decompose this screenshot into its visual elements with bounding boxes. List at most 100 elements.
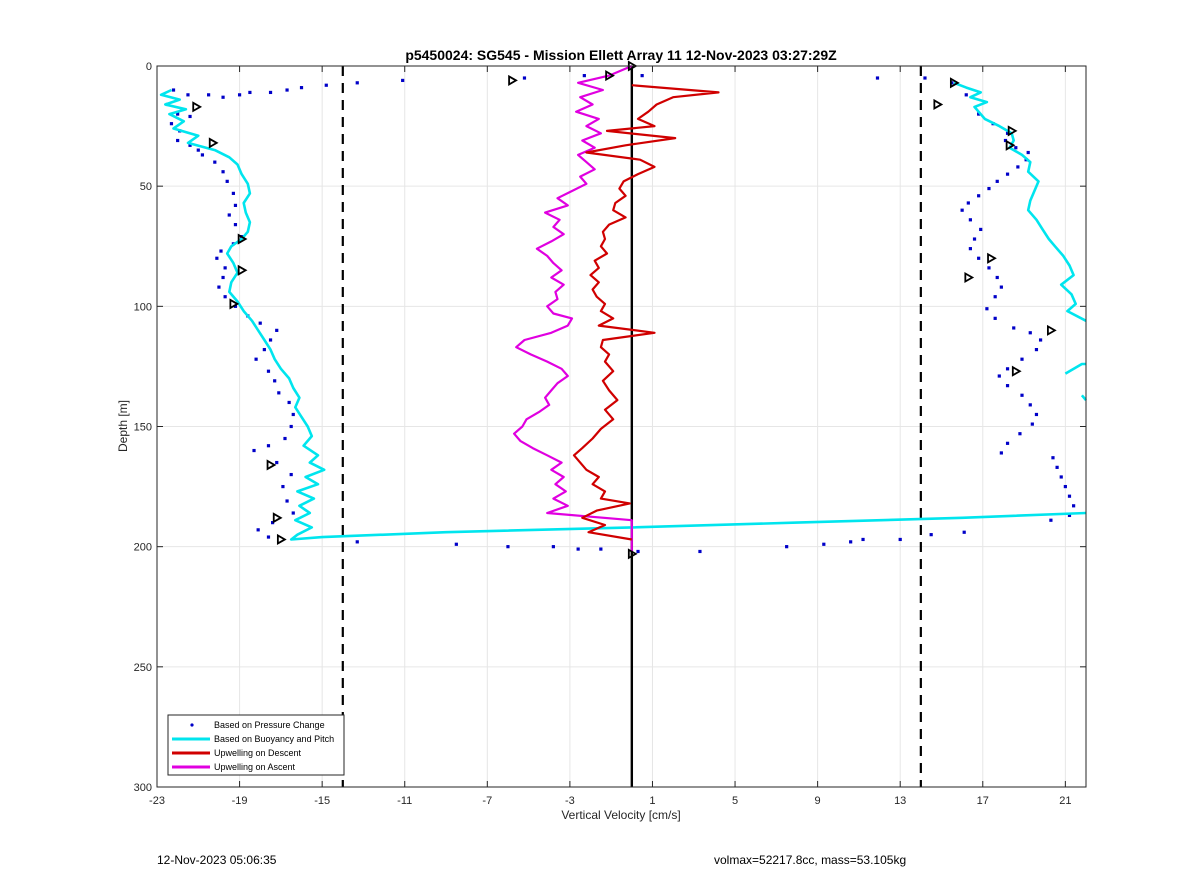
pressure-change-point	[1067, 513, 1072, 518]
x-tick-label: 9	[815, 795, 821, 807]
legend-label-ascent: Upwelling on Ascent	[214, 762, 296, 772]
x-tick-label: 17	[977, 795, 989, 807]
pressure-change-point	[1049, 518, 1053, 522]
triangle-marker	[192, 101, 203, 113]
pressure-change-point	[254, 357, 258, 361]
pressure-change-point	[1028, 331, 1032, 335]
pressure-change-point	[1005, 172, 1010, 176]
legend-item-buoyancy: Based on Buoyancy and Pitch	[172, 734, 334, 744]
upwelling-descent-line	[572, 84, 720, 541]
x-tick-label: 21	[1059, 795, 1071, 807]
triangle-marker	[987, 252, 997, 264]
triangle-marker	[627, 548, 638, 560]
pressure-change-point	[231, 191, 235, 195]
buoyancy-pitch-line	[1080, 394, 1087, 401]
pressure-change-point	[213, 160, 217, 164]
pressure-change-point	[987, 186, 991, 191]
pressure-change-point	[1034, 347, 1039, 352]
pressure-change-point	[1012, 326, 1016, 330]
pressure-change-point	[962, 530, 966, 534]
pressure-change-point	[268, 90, 273, 95]
pressure-change-point	[252, 448, 256, 453]
pressure-change-point	[999, 451, 1003, 455]
pressure-change-point	[221, 275, 225, 280]
upwelling-ascent-line	[512, 64, 633, 552]
pressure-change-point	[355, 540, 359, 544]
legend-item-descent: Upwelling on Descent	[172, 748, 302, 758]
pressure-change-point	[237, 93, 242, 97]
pressure-change-point	[1020, 393, 1024, 397]
pressure-change-point	[551, 545, 555, 549]
pressure-change-point	[997, 374, 1001, 378]
pressure-change-point	[993, 295, 997, 299]
pressure-change-point	[1014, 146, 1018, 150]
buoyancy-pitch-line	[953, 81, 1087, 322]
pressure-change-point	[324, 83, 328, 87]
triangle-marker	[964, 271, 975, 284]
pressure-change-point	[215, 256, 219, 260]
triangle-marker	[237, 264, 248, 276]
pressure-change-point	[929, 533, 933, 537]
pressure-change-point	[281, 484, 285, 489]
pressure-change-point	[1072, 504, 1076, 508]
pressure-change-point	[987, 266, 991, 270]
legend-label-descent: Upwelling on Descent	[214, 748, 302, 758]
x-tick-label: -3	[565, 795, 575, 807]
pressure-change-point	[979, 227, 983, 232]
pressure-change-point	[233, 203, 238, 207]
pressure-change-point	[169, 122, 174, 126]
pressure-change-point	[522, 76, 527, 80]
pressure-change-point	[266, 535, 271, 539]
legend-box	[167, 714, 345, 776]
triangle-marker	[272, 512, 283, 524]
pressure-change-point	[1059, 475, 1063, 479]
pressure-change-point	[1026, 150, 1030, 155]
pressure-change-point	[582, 74, 586, 78]
pressure-change-point	[291, 412, 295, 417]
pressure-change-point	[977, 112, 981, 116]
pressure-change-point	[171, 88, 176, 92]
triangle-marker	[208, 137, 219, 149]
y-tick-label: 0	[146, 61, 152, 73]
pressure-change-point	[964, 93, 968, 97]
pressure-change-point	[221, 170, 225, 174]
pressure-change-point	[273, 379, 277, 383]
pressure-change-point	[188, 143, 192, 147]
pressure-change-point	[1016, 165, 1020, 169]
pressure-change-point	[277, 391, 281, 395]
pressure-change-point	[950, 81, 954, 85]
pressure-change-point	[861, 537, 865, 542]
x-tick-label: 1	[649, 795, 655, 807]
pressure-change-point	[576, 547, 580, 551]
pressure-change-point	[285, 88, 289, 92]
y-axis-label: Depth [m]	[116, 400, 130, 452]
pressure-change-point	[454, 542, 458, 546]
pressure-change-point	[923, 76, 927, 80]
triangle-marker	[949, 77, 960, 89]
pressure-change-point	[289, 424, 293, 429]
x-axis-label: Vertical Velocity [cm/s]	[561, 808, 680, 822]
pressure-change-point	[266, 444, 271, 448]
pressure-change-point	[401, 78, 405, 83]
pressure-change-point	[275, 460, 279, 465]
pressure-change-point	[1051, 456, 1055, 460]
pressure-change-point	[275, 328, 279, 332]
footer-vehicle-params: volmax=52217.8cc, mass=53.105kg	[714, 853, 907, 867]
pressure-change-point	[266, 369, 271, 373]
pressure-change-point	[248, 90, 252, 95]
legend-label-buoyancy: Based on Buoyancy and Pitch	[214, 734, 334, 744]
pressure-change-point	[1005, 131, 1010, 135]
footer-timestamp: 12-Nov-2023 05:06:35	[157, 853, 277, 867]
pressure-change-point	[1005, 441, 1010, 445]
pressure-change-point	[993, 316, 997, 320]
pressure-change-point	[233, 223, 238, 227]
pressure-change-point	[258, 321, 262, 325]
pressure-change-point	[599, 547, 603, 551]
pressure-change-point	[698, 549, 702, 554]
pressure-change-point	[289, 472, 293, 477]
pressure-change-point	[1063, 484, 1067, 489]
pressure-change-point	[186, 93, 190, 97]
pressure-change-point	[285, 499, 289, 503]
pressure-change-point	[995, 275, 999, 280]
pressure-change-point	[271, 521, 275, 525]
